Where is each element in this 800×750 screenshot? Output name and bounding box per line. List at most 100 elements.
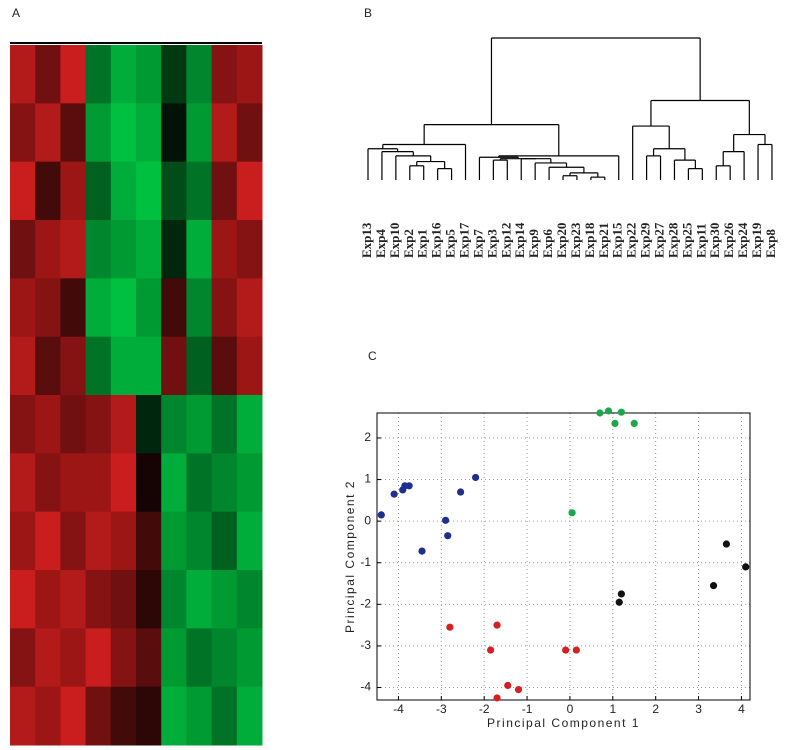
heatmap-cell <box>35 628 61 688</box>
heatmap-cell <box>161 45 187 104</box>
y-axis-label: Principal Component 2 <box>343 480 357 633</box>
point <box>446 623 454 631</box>
heatmap-cell <box>136 453 162 513</box>
heatmap-cell <box>236 103 263 163</box>
heatmap-cell <box>211 570 238 629</box>
heatmap-cell <box>110 220 137 279</box>
heatmap-cell <box>85 103 112 163</box>
heatmap-cell <box>136 220 162 279</box>
point <box>493 694 501 702</box>
point <box>444 532 452 540</box>
heatmap-cell <box>110 511 137 571</box>
heatmap-cell <box>211 278 238 338</box>
heatmap-cell <box>10 511 36 571</box>
point <box>514 686 523 694</box>
point <box>377 511 385 519</box>
heatmap-cell <box>35 395 61 454</box>
heatmap-cell <box>161 336 187 396</box>
heatmap-cell <box>186 395 213 454</box>
leaf-label: Exp21 <box>596 223 611 258</box>
point <box>405 482 413 490</box>
leaf-label: Exp18 <box>582 222 597 258</box>
y-tick-label: -2 <box>360 597 371 611</box>
heatmap-cell <box>211 220 238 279</box>
heatmap-cell <box>186 453 213 513</box>
heatmap-cell <box>10 336 36 396</box>
heatmap-cell <box>110 161 137 221</box>
heatmap-cell <box>211 45 238 104</box>
leaf-label: Exp2 <box>401 229 416 258</box>
heatmap-cell <box>10 570 36 629</box>
heatmap-cell <box>136 628 162 688</box>
point <box>487 646 495 654</box>
heatmap-cell <box>35 453 61 513</box>
heatmap-cell <box>236 220 263 279</box>
heatmap-cell <box>161 628 187 688</box>
heatmap-cell <box>236 278 263 338</box>
heatmap-cell <box>60 511 87 571</box>
heatmap-cell <box>136 570 162 629</box>
heatmap-cell <box>35 686 61 746</box>
heatmap-cell <box>60 686 87 746</box>
heatmap-cell <box>110 628 137 688</box>
x-tick-label: 2 <box>652 702 659 716</box>
leaf-label: Exp23 <box>568 222 583 258</box>
x-axis-label: Principal Component 1 <box>487 716 640 730</box>
heatmap-cell <box>236 395 263 454</box>
heatmap-cell <box>10 278 36 338</box>
heatmap-cell <box>60 336 87 396</box>
point <box>457 488 465 496</box>
y-tick-label: 1 <box>364 472 371 486</box>
leaf-label: Exp15 <box>610 222 625 258</box>
heatmap-cell <box>136 103 162 163</box>
x-tick-label: 1 <box>609 702 616 716</box>
heatmap-cell <box>85 628 112 688</box>
heatmap-cell <box>35 278 61 338</box>
heatmap-cell <box>211 453 238 513</box>
point <box>568 509 576 517</box>
leaf-label: Exp19 <box>749 222 764 258</box>
point <box>472 473 480 482</box>
x-tick-label: -2 <box>479 702 490 716</box>
y-tick-label: -1 <box>360 555 371 569</box>
heatmap-cell <box>186 686 213 746</box>
point <box>617 408 625 416</box>
leaf-label: Exp10 <box>387 223 402 258</box>
heatmap-cell <box>85 686 112 746</box>
point <box>722 540 731 548</box>
panel-label: A <box>12 6 20 20</box>
heatmap-cell <box>10 220 36 279</box>
point <box>493 621 501 629</box>
heatmap-cell <box>211 628 238 688</box>
heatmap-cell <box>211 103 238 163</box>
heatmap-cell <box>211 686 238 746</box>
heatmap-cell <box>10 453 36 513</box>
heatmap-cell <box>161 278 187 338</box>
point <box>611 419 619 427</box>
point <box>596 409 604 417</box>
leaf-label: Exp28 <box>665 222 680 258</box>
leaf-label: Exp29 <box>638 222 653 258</box>
heatmap-cell <box>35 161 61 221</box>
leaf-label: Exp22 <box>624 223 639 258</box>
heatmap-cell <box>236 511 263 571</box>
heatmap-cell <box>10 45 36 104</box>
heatmap-cell <box>186 336 213 396</box>
heatmap-cell <box>60 453 87 513</box>
point <box>441 516 450 524</box>
leaf-label: Exp14 <box>512 222 527 258</box>
x-tick-label: 3 <box>695 702 702 716</box>
heatmap-cell <box>236 570 263 629</box>
leaf-label: Exp24 <box>735 222 750 258</box>
heatmap-cell <box>110 686 137 746</box>
leaf-label: Exp7 <box>470 229 485 258</box>
heatmap-cell <box>110 45 137 104</box>
leaf-label: Exp16 <box>429 222 444 258</box>
heatmap-cell <box>10 628 36 688</box>
heatmap-cell <box>85 220 112 279</box>
heatmap-cell <box>161 511 187 571</box>
heatmap-cell <box>236 628 263 688</box>
leaf-label: Exp4 <box>373 229 388 258</box>
point <box>615 598 623 606</box>
